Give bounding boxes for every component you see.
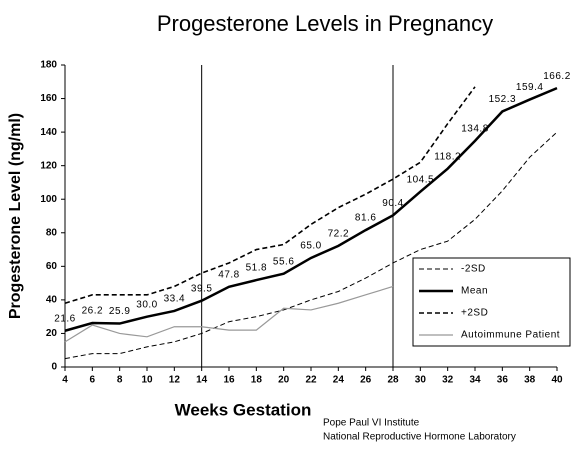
legend-label: +2SD	[461, 308, 488, 319]
data-label: 90.4	[382, 198, 403, 209]
data-label: 72.2	[328, 229, 349, 240]
data-label: 152.3	[489, 94, 517, 105]
data-label: 159.4	[516, 82, 544, 93]
data-label: 55.6	[273, 256, 294, 267]
data-label: 21.6	[54, 313, 75, 324]
x-tick-label: 32	[442, 375, 454, 386]
x-tick-label: 24	[333, 375, 345, 386]
data-label: 118.2	[434, 151, 461, 162]
data-label: 134.8	[461, 123, 489, 134]
data-label: 25.9	[109, 306, 130, 317]
x-tick-label: 20	[278, 375, 290, 386]
data-label: 26.2	[82, 306, 103, 317]
y-tick-label: 20	[46, 328, 58, 339]
y-tick-label: 80	[46, 227, 58, 238]
x-tick-label: 34	[469, 375, 481, 386]
y-axis-label: Progesterone Level (ng/ml)	[7, 113, 24, 319]
data-label: 104.5	[407, 174, 435, 185]
y-tick-label: 180	[40, 60, 57, 71]
legend-box	[412, 257, 571, 347]
y-tick-label: 0	[51, 362, 57, 373]
x-tick-label: 22	[305, 375, 317, 386]
x-tick-label: 40	[551, 375, 563, 386]
x-axis-label: Weeks Gestation	[175, 400, 312, 419]
x-tick-label: 28	[387, 375, 399, 386]
series-line	[64, 131, 558, 360]
y-tick-label: 40	[46, 295, 58, 306]
y-tick-label: 120	[40, 160, 57, 171]
x-tick-label: 36	[497, 375, 509, 386]
y-tick-label: 140	[40, 127, 57, 138]
x-tick-label: 38	[524, 375, 536, 386]
chart-title: Progesterone Levels in Pregnancy	[157, 11, 493, 36]
legend-label: Autoimmune Patient	[461, 330, 560, 341]
x-tick-label: 6	[90, 375, 96, 386]
data-label: 30.0	[136, 299, 157, 310]
data-label: 33.4	[164, 294, 185, 305]
series-line	[64, 86, 558, 332]
data-label: 39.5	[191, 283, 212, 294]
data-label: 166.2	[543, 71, 571, 82]
footnote: Pope Paul VI Institute	[323, 418, 420, 429]
x-tick-label: 16	[223, 375, 235, 386]
data-label: 47.8	[218, 269, 239, 280]
x-tick-label: 26	[360, 375, 372, 386]
x-tick-label: 12	[169, 375, 181, 386]
x-tick-label: 30	[415, 375, 427, 386]
y-tick-label: 160	[40, 93, 57, 104]
x-tick-label: 10	[141, 375, 153, 386]
data-label: 51.8	[246, 263, 267, 274]
y-tick-label: 100	[40, 194, 57, 205]
data-label: 65.0	[300, 241, 321, 252]
x-tick-label: 18	[251, 375, 263, 386]
legend-label: Mean	[461, 286, 488, 297]
legend-label: -2SD	[461, 264, 486, 275]
x-tick-label: 14	[196, 375, 208, 386]
data-label: 81.6	[355, 213, 376, 224]
y-tick-label: 60	[46, 261, 58, 272]
x-tick-label: 8	[117, 375, 123, 386]
footnote: National Reproductive Hormone Laboratory	[323, 432, 516, 443]
series-line	[64, 285, 394, 343]
x-tick-label: 4	[62, 375, 68, 386]
